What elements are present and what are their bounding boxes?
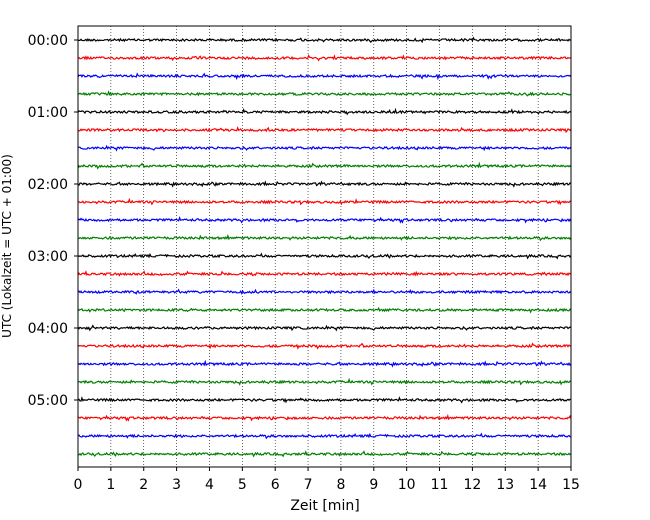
x-axis-label: Zeit [min] (290, 498, 359, 514)
x-tick-label: 12 (463, 477, 481, 493)
x-tick-label: 5 (238, 477, 247, 493)
trace-0415 (77, 342, 572, 350)
trace-0245 (77, 233, 572, 242)
trace-0400 (77, 324, 572, 332)
trace-0445 (77, 377, 572, 386)
x-tick-label: 4 (205, 477, 214, 493)
x-tick-label: 2 (139, 477, 148, 493)
trace-0015 (77, 54, 572, 62)
y-axis-ticks: 00:00 01:00 02:00 03:00 04:00 05:00 (28, 33, 78, 409)
trace-0500 (77, 396, 572, 404)
x-tick-label: 9 (369, 477, 378, 493)
trace-0130 (77, 144, 572, 152)
y-tick-label: 04:00 (28, 321, 68, 337)
x-tick-label: 11 (431, 477, 449, 493)
y-axis-label: UTC (Lokalzeit = UTC + 01:00) (0, 154, 14, 338)
trace-0345 (77, 306, 572, 314)
y-tick-label: 00:00 (28, 33, 68, 49)
y-tick-label: 05:00 (28, 393, 68, 409)
trace-0545 (77, 450, 572, 458)
seismic-traces (77, 36, 572, 458)
x-tick-label: 0 (74, 477, 83, 493)
x-tick-label: 6 (271, 477, 280, 493)
y-tick-label: 03:00 (28, 249, 68, 265)
y-tick-label: 02:00 (28, 177, 68, 193)
x-tick-label: 1 (106, 477, 115, 493)
x-tick-label: 15 (562, 477, 580, 493)
trace-0200 (77, 180, 572, 188)
x-axis-ticks: 0 1 2 3 4 5 6 7 8 9 10 11 12 13 14 15 (74, 467, 580, 493)
y-tick-label: 01:00 (28, 105, 68, 121)
trace-0530 (77, 432, 572, 440)
trace-0300 (77, 252, 572, 260)
x-tick-label: 10 (398, 477, 416, 493)
trace-0000 (77, 36, 572, 44)
trace-0115 (77, 125, 572, 134)
x-tick-label: 7 (304, 477, 313, 493)
trace-0145 (77, 161, 572, 170)
plot-frame (77, 25, 572, 468)
trace-0045 (77, 90, 572, 97)
trace-0330 (77, 288, 572, 295)
x-tick-label: 14 (529, 477, 547, 493)
trace-0030 (77, 72, 572, 81)
x-tick-label: 13 (496, 477, 514, 493)
trace-0515 (77, 413, 572, 422)
trace-0430 (77, 359, 572, 368)
x-tick-label: 8 (336, 477, 345, 493)
trace-0230 (77, 216, 572, 224)
trace-0315 (77, 270, 572, 277)
trace-0100 (77, 107, 572, 116)
x-tick-label: 3 (172, 477, 181, 493)
trace-0215 (77, 197, 572, 206)
